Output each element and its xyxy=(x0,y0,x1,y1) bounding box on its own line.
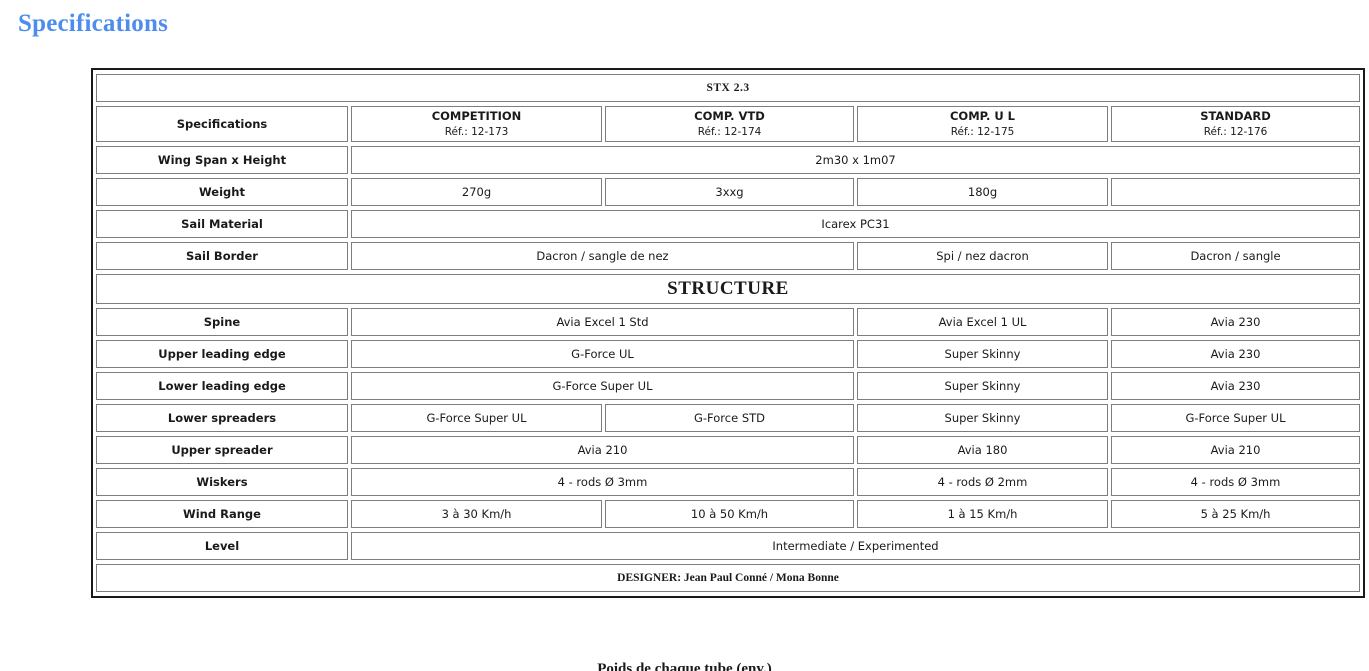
page-title: Specifications xyxy=(18,10,169,37)
column-header-specifications: Specifications xyxy=(96,106,348,142)
table-cell: 180g xyxy=(857,177,1108,206)
table-cell: 270g xyxy=(351,177,602,206)
row-label: Level xyxy=(96,531,348,560)
column-header-competition-label: COMPETITION xyxy=(431,109,522,123)
table-cell: Avia 180 xyxy=(857,435,1108,464)
designer-label: DESIGNER: Jean Paul Conné / Mona Bonne xyxy=(96,563,1361,592)
table-row: Lower leading edge G-Force Super UL Super … xyxy=(96,371,1361,400)
table-row: Sail Material Icarex PC31 xyxy=(96,209,1361,238)
structure-banner-row: STRUCTURE xyxy=(96,273,1361,304)
table-cell: G-Force Super UL xyxy=(351,403,602,432)
column-header-comp-vtd-label: COMP. VTD xyxy=(694,109,765,123)
column-header-competition: COMPETITION Réf.: 12-173 xyxy=(351,106,602,142)
table-cell: G-Force STD xyxy=(605,403,854,432)
specifications-table: STX 2.3 Specifications COMPETITION Réf.:… xyxy=(91,68,1366,598)
table-cell: Avia Excel 1 Std xyxy=(351,307,854,336)
column-header-comp-ul: COMP. U L Réf.: 12-175 xyxy=(857,106,1108,142)
table-row: Spine Avia Excel 1 Std Avia Excel 1 UL Avia… xyxy=(96,307,1361,336)
table-cell: 10 à 50 Km/h xyxy=(605,499,854,528)
table-cell: 3xxg xyxy=(605,177,854,206)
table-body: STX 2.3 Specifications COMPETITION Réf.:… xyxy=(96,74,1361,592)
table-cell: 1 à 15 Km/h xyxy=(857,499,1108,528)
row-label: Weight xyxy=(96,177,348,206)
table-row: Weight 270g 3xxg 180g xyxy=(96,177,1361,206)
table-cell: Dacron / sangle xyxy=(1111,241,1361,270)
table-row: Wing Span x Height 2m30 x 1m07 xyxy=(96,145,1361,174)
row-label: Wing Span x Height xyxy=(96,145,348,174)
model-banner-row: STX 2.3 xyxy=(96,74,1361,102)
table-cell: 4 - rods Ø 2mm xyxy=(857,467,1108,496)
table-row: Level Intermediate / Experimented xyxy=(96,531,1361,560)
table-cell: Dacron / sangle de nez xyxy=(351,241,854,270)
designer-row: DESIGNER: Jean Paul Conné / Mona Bonne xyxy=(96,563,1361,592)
table-cell: Avia 210 xyxy=(1111,435,1361,464)
column-header-standard-label: STANDARD xyxy=(1200,109,1271,123)
row-label: Lower spreaders xyxy=(96,403,348,432)
table-cell: Avia 230 xyxy=(1111,371,1361,400)
row-label: Sail Border xyxy=(96,241,348,270)
row-label: Wind Range xyxy=(96,499,348,528)
table-cell: G-Force Super UL xyxy=(1111,403,1361,432)
table-cell: Intermediate / Experimented xyxy=(351,531,1361,560)
table-cell-empty xyxy=(1111,177,1361,206)
row-label: Lower leading edge xyxy=(96,371,348,400)
table-cell: Super Skinny xyxy=(857,339,1108,368)
column-header-comp-ul-label: COMP. U L xyxy=(949,109,1016,123)
column-header-standard-ref: Réf.: 12-176 xyxy=(1203,125,1268,138)
table-row: Wind Range 3 à 30 Km/h 10 à 50 Km/h 1 à 15 … xyxy=(96,499,1361,528)
structure-banner: STRUCTURE xyxy=(96,273,1361,304)
table-cell: G-Force Super UL xyxy=(351,371,854,400)
column-header-standard: STANDARD Réf.: 12-176 xyxy=(1111,106,1361,142)
table-cell: Avia 230 xyxy=(1111,307,1361,336)
footnote: Poids de chaque tube (env.) xyxy=(597,661,772,671)
table-cell: Super Skinny xyxy=(857,371,1108,400)
column-header-comp-ul-ref: Réf.: 12-175 xyxy=(950,125,1015,138)
row-label: Wiskers xyxy=(96,467,348,496)
table-cell: G-Force UL xyxy=(351,339,854,368)
table-cell: Avia 230 xyxy=(1111,339,1361,368)
model-title-banner: STX 2.3 xyxy=(96,74,1361,102)
table-cell: Super Skinny xyxy=(857,403,1108,432)
row-label: Sail Material xyxy=(96,209,348,238)
column-header-competition-ref: Réf.: 12-173 xyxy=(444,125,509,138)
table-row: Upper leading edge G-Force UL Super Skinny… xyxy=(96,339,1361,368)
table-cell: Spi / nez dacron xyxy=(857,241,1108,270)
table-cell: 4 - rods Ø 3mm xyxy=(1111,467,1361,496)
table-cell: 4 - rods Ø 3mm xyxy=(351,467,854,496)
table-cell: 2m30 x 1m07 xyxy=(351,145,1361,174)
table-cell: 5 à 25 Km/h xyxy=(1111,499,1361,528)
row-label: Spine xyxy=(96,307,348,336)
table-cell: Icarex PC31 xyxy=(351,209,1361,238)
table-row: Upper spreader Avia 210 Avia 180 Avia 210 xyxy=(96,435,1361,464)
column-header-row: Specifications COMPETITION Réf.: 12-173 … xyxy=(96,106,1361,142)
table-row: Lower spreaders G-Force Super UL G-Force S… xyxy=(96,403,1361,432)
column-header-comp-vtd: COMP. VTD Réf.: 12-174 xyxy=(605,106,854,142)
table-cell: Avia Excel 1 UL xyxy=(857,307,1108,336)
specifications-table-container: STX 2.3 Specifications COMPETITION Réf.:… xyxy=(91,68,1366,598)
table-row: Wiskers 4 - rods Ø 3mm 4 - rods Ø 2mm 4 - r… xyxy=(96,467,1361,496)
table-row: Sail Border Dacron / sangle de nez Spi / n… xyxy=(96,241,1361,270)
row-label: Upper spreader xyxy=(96,435,348,464)
table-cell: 3 à 30 Km/h xyxy=(351,499,602,528)
table-cell: Avia 210 xyxy=(351,435,854,464)
row-label: Upper leading edge xyxy=(96,339,348,368)
column-header-comp-vtd-ref: Réf.: 12-174 xyxy=(697,125,762,138)
